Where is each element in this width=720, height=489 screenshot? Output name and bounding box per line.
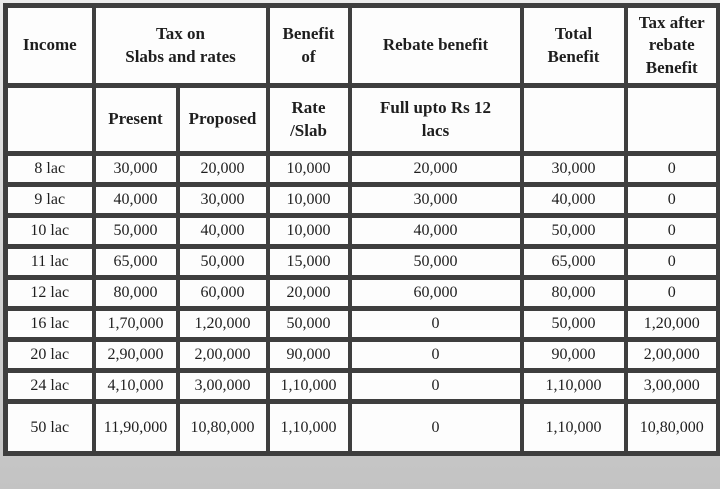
table-row: 12 lac 80,000 60,000 20,000 60,000 80,000 0 <box>3 275 720 311</box>
value-cell: 3,00,000 <box>175 368 270 404</box>
value-cell: 60,000 <box>175 275 270 311</box>
value-cell: 10,000 <box>265 151 352 187</box>
header-tax-on-slabs-and-rates: Tax on Slabs and rates <box>91 3 270 88</box>
value-cell: 4,10,000 <box>91 368 180 404</box>
value-cell: 1,10,000 <box>519 399 628 456</box>
value-cell: 40,000 <box>347 213 524 249</box>
value-cell: 50,000 <box>519 213 628 249</box>
income-cell: 11 lac <box>3 244 96 280</box>
value-cell: 50,000 <box>175 244 270 280</box>
value-cell: 30,000 <box>175 182 270 218</box>
value-cell: 50,000 <box>347 244 524 280</box>
value-cell: 30,000 <box>347 182 524 218</box>
value-cell: 0 <box>623 213 720 249</box>
value-cell: 50,000 <box>519 306 628 342</box>
header-total-benefit: Total Benefit <box>519 3 628 88</box>
header-total-benefit-sub-empty <box>519 83 628 156</box>
value-cell: 1,10,000 <box>265 368 352 404</box>
value-cell: 90,000 <box>519 337 628 373</box>
value-cell: 11,90,000 <box>91 399 180 456</box>
value-cell: 20,000 <box>175 151 270 187</box>
header-rebate-benefit: Rebate benefit <box>347 3 524 88</box>
income-cell: 12 lac <box>3 275 96 311</box>
table-row: 9 lac 40,000 30,000 10,000 30,000 40,000 0 <box>3 182 720 218</box>
value-cell: 0 <box>347 306 524 342</box>
page: Income Tax on Slabs and rates Benefit of… <box>3 3 720 456</box>
header-present: Present <box>91 83 180 156</box>
value-cell: 40,000 <box>91 182 180 218</box>
value-cell: 90,000 <box>265 337 352 373</box>
header-row-1: Income Tax on Slabs and rates Benefit of… <box>3 3 720 88</box>
tax-benefit-table: Income Tax on Slabs and rates Benefit of… <box>3 3 720 456</box>
header-income: Income <box>3 3 96 88</box>
value-cell: 3,00,000 <box>623 368 720 404</box>
income-cell: 20 lac <box>3 337 96 373</box>
table-row: 16 lac 1,70,000 1,20,000 50,000 0 50,000 1,20,… <box>3 306 720 342</box>
value-cell: 1,70,000 <box>91 306 180 342</box>
value-cell: 0 <box>623 244 720 280</box>
value-cell: 1,20,000 <box>623 306 720 342</box>
income-cell: 50 lac <box>3 399 96 456</box>
value-cell: 0 <box>347 399 524 456</box>
value-cell: 30,000 <box>91 151 180 187</box>
value-cell: 2,90,000 <box>91 337 180 373</box>
table-row: 8 lac 30,000 20,000 10,000 20,000 30,000 0 <box>3 151 720 187</box>
value-cell: 65,000 <box>519 244 628 280</box>
income-cell: 10 lac <box>3 213 96 249</box>
value-cell: 10,000 <box>265 213 352 249</box>
value-cell: 0 <box>623 151 720 187</box>
value-cell: 60,000 <box>347 275 524 311</box>
header-tax-after-sub-empty <box>623 83 720 156</box>
value-cell: 65,000 <box>91 244 180 280</box>
value-cell: 40,000 <box>175 213 270 249</box>
value-cell: 0 <box>347 368 524 404</box>
value-cell: 0 <box>623 275 720 311</box>
value-cell: 1,10,000 <box>265 399 352 456</box>
table-row: 11 lac 65,000 50,000 15,000 50,000 65,000 0 <box>3 244 720 280</box>
value-cell: 2,00,000 <box>623 337 720 373</box>
income-cell: 24 lac <box>3 368 96 404</box>
table-row: 10 lac 50,000 40,000 10,000 40,000 50,000 0 <box>3 213 720 249</box>
value-cell: 80,000 <box>91 275 180 311</box>
header-row-2: Present Proposed Rate /Slab Full upto Rs… <box>3 83 720 156</box>
value-cell: 10,000 <box>265 182 352 218</box>
value-cell: 20,000 <box>347 151 524 187</box>
value-cell: 20,000 <box>265 275 352 311</box>
table-row: 20 lac 2,90,000 2,00,000 90,000 0 90,000 2,00,… <box>3 337 720 373</box>
header-benefit-of: Benefit of <box>265 3 352 88</box>
value-cell: 80,000 <box>519 275 628 311</box>
value-cell: 1,10,000 <box>519 368 628 404</box>
table-row: 24 lac 4,10,000 3,00,000 1,10,000 0 1,10,000 3… <box>3 368 720 404</box>
income-cell: 8 lac <box>3 151 96 187</box>
value-cell: 10,80,000 <box>175 399 270 456</box>
header-proposed: Proposed <box>175 83 270 156</box>
value-cell: 0 <box>347 337 524 373</box>
value-cell: 10,80,000 <box>623 399 720 456</box>
value-cell: 2,00,000 <box>175 337 270 373</box>
value-cell: 30,000 <box>519 151 628 187</box>
income-cell: 16 lac <box>3 306 96 342</box>
header-full-upto-rs-12-lacs: Full upto Rs 12 lacs <box>347 83 524 156</box>
income-cell: 9 lac <box>3 182 96 218</box>
value-cell: 0 <box>623 182 720 218</box>
table-body: 8 lac 30,000 20,000 10,000 20,000 30,000 0 9 la… <box>3 151 720 456</box>
header-income-sub-empty <box>3 83 96 156</box>
header-tax-after-rebate-benefit: Tax after rebate Benefit <box>623 3 720 88</box>
value-cell: 15,000 <box>265 244 352 280</box>
table-row: 50 lac 11,90,000 10,80,000 1,10,000 0 1,10,00… <box>3 399 720 456</box>
value-cell: 50,000 <box>91 213 180 249</box>
value-cell: 1,20,000 <box>175 306 270 342</box>
value-cell: 50,000 <box>265 306 352 342</box>
value-cell: 40,000 <box>519 182 628 218</box>
header-rate-slab: Rate /Slab <box>265 83 352 156</box>
